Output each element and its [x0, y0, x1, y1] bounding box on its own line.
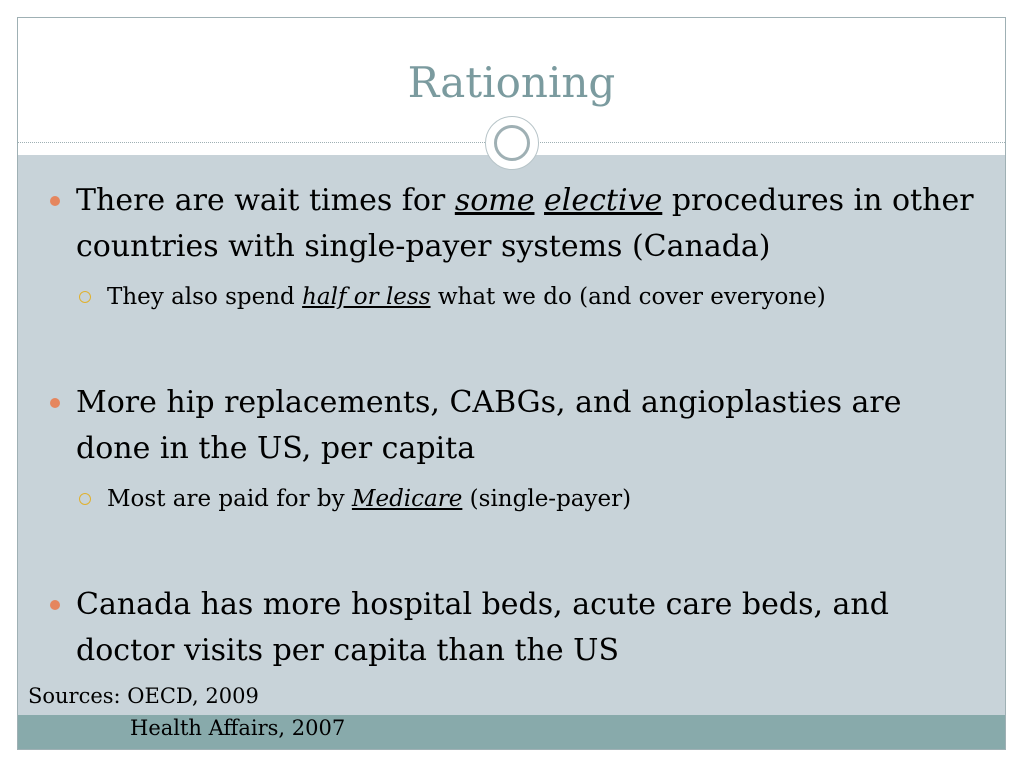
sub-bullet-ring-icon — [79, 291, 91, 303]
bullet-1-emphasis-elective: elective — [544, 183, 663, 218]
bullet-1-emphasis-some: some — [454, 183, 535, 218]
sub-2-text-a: Most are paid for by — [107, 486, 352, 512]
bullet-3-text: Canada has more hospital beds, acute car… — [76, 587, 889, 668]
sub-1-emphasis: half or less — [302, 284, 431, 310]
slide: Rationing There are wait times for some … — [17, 17, 1006, 750]
sub-1-text-b: what we do (and cover everyone) — [430, 284, 826, 310]
bullet-1-text-b: procedures in other countries with singl… — [76, 183, 974, 264]
sources-line-1: Sources: OECD, 2009 — [28, 684, 259, 708]
slide-title: Rationing — [407, 58, 616, 107]
bullet-1: There are wait times for some elective p… — [76, 178, 981, 270]
footer-band — [18, 715, 1005, 749]
bullet-dot-icon — [50, 196, 60, 206]
sub-2-emphasis: Medicare — [351, 486, 463, 512]
sub-1-text-a: They also spend — [107, 284, 303, 310]
content-background — [18, 155, 1005, 715]
sources-note: Sources: OECD, 2009 Health Affairs, 2007 — [28, 680, 345, 744]
bullet-2-sub: Most are paid for by Medicare (single-pa… — [107, 484, 987, 514]
bullet-3: Canada has more hospital beds, acute car… — [76, 582, 981, 674]
sub-2-text-b: (single-payer) — [462, 486, 632, 512]
circle-ornament-icon — [485, 116, 539, 170]
bullet-2-text: More hip replacements, CABGs, and angiop… — [76, 385, 902, 466]
bullet-2: More hip replacements, CABGs, and angiop… — [76, 380, 981, 472]
bullet-1-text-a: There are wait times for — [76, 183, 455, 218]
slide-content: There are wait times for some elective p… — [18, 18, 1005, 749]
ornament-ring — [494, 125, 530, 161]
sources-line-2: Health Affairs, 2007 — [130, 716, 346, 740]
bullet-1-sub: They also spend half or less what we do … — [107, 282, 987, 312]
bullet-1-text-space — [534, 183, 544, 218]
bullet-dot-icon — [50, 398, 60, 408]
bullet-dot-icon — [50, 600, 60, 610]
sub-bullet-ring-icon — [79, 493, 91, 505]
